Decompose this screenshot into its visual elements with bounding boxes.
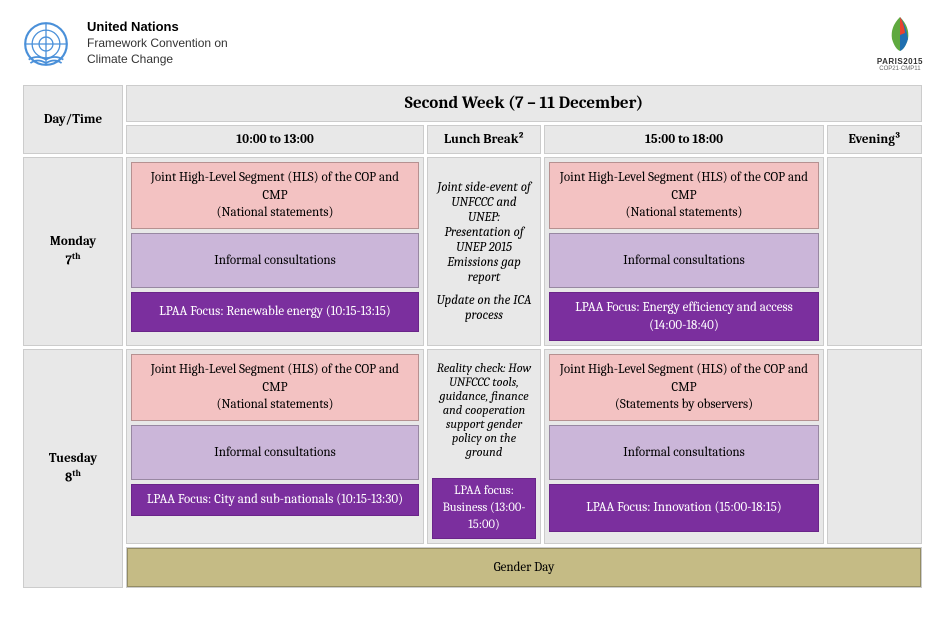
event-informal: Informal consultations [131,233,419,289]
event-hls: Joint High-Level Segment (HLS) of the CO… [131,162,419,229]
event-sub: (Statements by observers) [615,397,753,412]
header-daytime: Day/Time [23,85,123,154]
header-lunch: Lunch Break² [427,125,541,154]
event-informal: Informal consultations [549,233,819,289]
header-afternoon: 15:00 to 18:00 [544,125,824,154]
tue-morning-cell: Joint High-Level Segment (HLS) of the CO… [126,349,424,544]
mon-morning-cell: Joint High-Level Segment (HLS) of the CO… [126,157,424,346]
event-title: Joint High-Level Segment (HLS) of the CO… [151,362,399,395]
header-evening: Evening³ [827,125,922,154]
paris-logo: PARIS2015 COP21·CMP11 [877,15,923,72]
org-name-line2: Framework Convention on [87,36,228,52]
tue-afternoon-cell: Joint High-Level Segment (HLS) of the CO… [544,349,824,544]
header-left: United Nations Framework Convention on C… [20,18,228,70]
un-logo [20,18,72,70]
event-sub: (National statements) [216,205,333,220]
org-name: United Nations Framework Convention on C… [87,19,228,67]
paris-text2: COP21·CMP11 [877,66,923,72]
event-title: Joint High-Level Segment (HLS) of the CO… [560,362,808,395]
lunch-event1: Reality check: How UNFCCC tools, guidanc… [432,354,536,478]
header-week-title: Second Week (7 – 11 December) [126,85,922,122]
event-sub: (National statements) [216,397,333,412]
event-sub: (National statements) [625,205,742,220]
day-label-mon: Monday 7th [23,157,123,346]
paris-text1: PARIS2015 [877,57,923,66]
mon-lunch-cell: Joint side-event of UNFCCC and UNEP: Pre… [427,157,541,346]
day-suffix: th [72,252,81,262]
event-informal: Informal consultations [131,425,419,481]
tue-gender-row: Gender Day [126,547,922,589]
header-morning: 10:00 to 13:00 [126,125,424,154]
event-lpaa-lunch: LPAA focus: Business (13:00-15:00) [432,478,536,539]
schedule-table: Day/Time Second Week (7 – 11 December) 1… [20,82,925,591]
mon-afternoon-cell: Joint High-Level Segment (HLS) of the CO… [544,157,824,346]
tue-evening-cell [827,349,922,544]
day-name: Tuesday [49,451,97,466]
day-label-tue: Tuesday 8th [23,349,123,588]
tue-lunch-cell: Reality check: How UNFCCC tools, guidanc… [427,349,541,544]
day-suffix: th [72,469,81,479]
event-informal: Informal consultations [549,425,819,481]
lunch-event1: Joint side-event of UNFCCC and UNEP: Pre… [436,180,532,285]
event-hls: Joint High-Level Segment (HLS) of the CO… [549,162,819,229]
mon-evening-cell [827,157,922,346]
org-name-line3: Climate Change [87,52,228,68]
event-hls: Joint High-Level Segment (HLS) of the CO… [131,354,419,421]
leaf-icon [879,15,921,53]
event-lpaa: LPAA Focus: Energy efficiency and access… [549,292,819,341]
page-header: United Nations Framework Convention on C… [20,15,923,72]
org-name-bold: United Nations [87,19,228,36]
event-title: Joint High-Level Segment (HLS) of the CO… [560,170,808,203]
day-name: Monday [50,234,96,249]
gender-day: Gender Day [127,548,921,588]
event-hls: Joint High-Level Segment (HLS) of the CO… [549,354,819,421]
event-lpaa: LPAA Focus: Innovation (15:00-18:15) [549,484,819,532]
event-title: Joint High-Level Segment (HLS) of the CO… [151,170,399,203]
event-lpaa: LPAA Focus: Renewable energy (10:15-13:1… [131,292,419,332]
event-lpaa: LPAA Focus: City and sub-nationals (10:1… [131,484,419,516]
lunch-event2: Update on the ICA process [436,293,532,323]
